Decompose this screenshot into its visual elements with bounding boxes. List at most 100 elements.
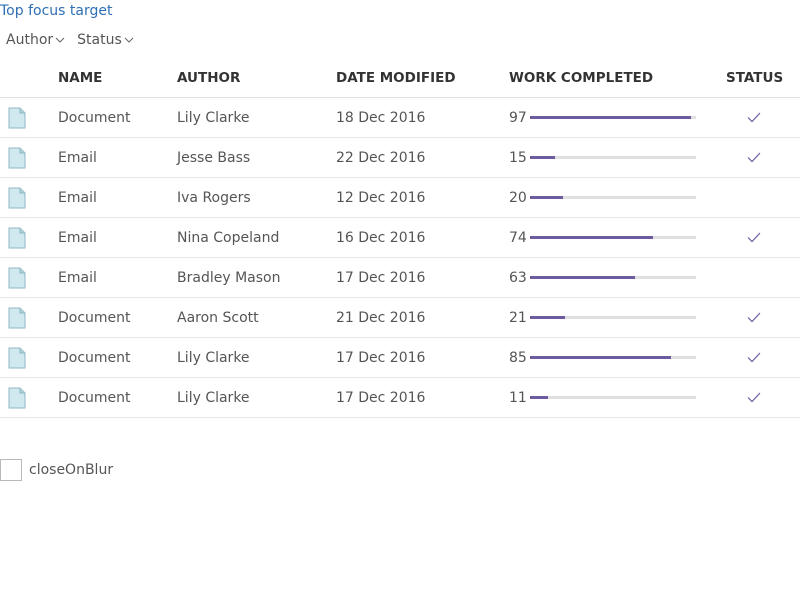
chevron-down-icon: [55, 37, 65, 43]
file-icon: [8, 227, 26, 248]
row-name: Document: [58, 297, 177, 338]
row-author: Lily Clarke: [177, 337, 336, 378]
row-name: Document: [58, 377, 177, 418]
file-icon: [8, 107, 26, 128]
work-completed: 74: [509, 230, 726, 246]
row-work-cell: 11: [509, 377, 726, 418]
row-author: Nina Copeland: [177, 217, 336, 258]
progress-track: [530, 156, 696, 159]
work-value: 11: [509, 389, 527, 406]
table-row[interactable]: Document Aaron Scott 21 Dec 2016 21: [0, 297, 800, 338]
work-completed: 20: [509, 190, 726, 206]
row-date: 18 Dec 2016: [336, 97, 509, 138]
check-icon: [747, 112, 761, 123]
row-icon-cell: [0, 297, 58, 338]
row-icon-cell: [0, 337, 58, 378]
work-completed: 15: [509, 150, 726, 166]
row-name: Email: [58, 177, 177, 218]
close-on-blur-checkbox[interactable]: [0, 459, 22, 481]
row-status: [726, 257, 800, 298]
check-icon: [747, 312, 761, 323]
progress-fill: [530, 396, 549, 399]
row-work-cell: 74: [509, 217, 726, 258]
row-author: Iva Rogers: [177, 177, 336, 218]
progress-fill: [530, 156, 555, 159]
header-author[interactable]: AUTHOR: [177, 58, 336, 98]
filter-bar: Author Status: [6, 32, 134, 48]
work-completed: 63: [509, 270, 726, 286]
progress-track: [530, 116, 696, 119]
table-row[interactable]: Document Lily Clarke 18 Dec 2016 97: [0, 97, 800, 138]
progress-fill: [530, 236, 653, 239]
work-completed: 97: [509, 110, 726, 126]
table-row[interactable]: Email Nina Copeland 16 Dec 2016 74: [0, 217, 800, 258]
row-work-cell: 20: [509, 177, 726, 218]
top-focus-link[interactable]: Top focus target: [0, 3, 113, 19]
filter-author-label: Author: [6, 32, 54, 48]
row-work-cell: 15: [509, 137, 726, 178]
row-icon-cell: [0, 137, 58, 178]
row-work-cell: 85: [509, 337, 726, 378]
filter-status-label: Status: [77, 32, 122, 48]
header-date[interactable]: DATE MODIFIED: [336, 58, 509, 98]
row-author: Lily Clarke: [177, 377, 336, 418]
table-row[interactable]: Email Bradley Mason 17 Dec 2016 63: [0, 257, 800, 298]
row-status: [726, 297, 800, 338]
table-row[interactable]: Document Lily Clarke 17 Dec 2016 85: [0, 337, 800, 378]
chevron-down-icon: [124, 37, 134, 43]
row-status: [726, 337, 800, 378]
row-icon-cell: [0, 97, 58, 138]
row-work-cell: 21: [509, 297, 726, 338]
row-author: Lily Clarke: [177, 97, 336, 138]
row-date: 12 Dec 2016: [336, 177, 509, 218]
row-date: 17 Dec 2016: [336, 257, 509, 298]
progress-track: [530, 316, 696, 319]
progress-track: [530, 276, 696, 279]
header-status[interactable]: STATUS: [726, 58, 800, 98]
header-icon: [0, 58, 58, 98]
progress-fill: [530, 196, 564, 199]
table-row[interactable]: Email Jesse Bass 22 Dec 2016 15: [0, 137, 800, 178]
filter-author[interactable]: Author: [6, 32, 65, 48]
progress-fill: [530, 356, 672, 359]
row-status: [726, 177, 800, 218]
row-work-cell: 97: [509, 97, 726, 138]
file-icon: [8, 267, 26, 288]
table-header-row: NAME AUTHOR DATE MODIFIED WORK COMPLETED…: [0, 58, 800, 98]
progress-track: [530, 196, 696, 199]
row-date: 17 Dec 2016: [336, 377, 509, 418]
check-icon: [747, 232, 761, 243]
table-row[interactable]: Email Iva Rogers 12 Dec 2016 20: [0, 177, 800, 218]
row-name: Document: [58, 337, 177, 378]
work-completed: 21: [509, 310, 726, 326]
row-author: Aaron Scott: [177, 297, 336, 338]
work-value: 20: [509, 189, 527, 206]
table-row[interactable]: Document Lily Clarke 17 Dec 2016 11: [0, 377, 800, 418]
progress-fill: [530, 316, 565, 319]
file-icon: [8, 147, 26, 168]
progress-fill: [530, 116, 692, 119]
row-icon-cell: [0, 177, 58, 218]
header-work[interactable]: WORK COMPLETED: [509, 58, 726, 98]
close-on-blur-label: closeOnBlur: [29, 462, 114, 478]
row-author: Jesse Bass: [177, 137, 336, 178]
row-name: Email: [58, 217, 177, 258]
work-completed: 11: [509, 390, 726, 406]
row-status: [726, 217, 800, 258]
row-status: [726, 137, 800, 178]
row-date: 22 Dec 2016: [336, 137, 509, 178]
documents-table: NAME AUTHOR DATE MODIFIED WORK COMPLETED…: [0, 58, 800, 418]
row-author: Bradley Mason: [177, 257, 336, 298]
header-name[interactable]: NAME: [58, 58, 177, 98]
row-name: Email: [58, 137, 177, 178]
row-icon-cell: [0, 377, 58, 418]
file-icon: [8, 307, 26, 328]
row-date: 17 Dec 2016: [336, 337, 509, 378]
row-name: Email: [58, 257, 177, 298]
row-date: 21 Dec 2016: [336, 297, 509, 338]
work-value: 15: [509, 149, 527, 166]
close-on-blur-option: closeOnBlur: [0, 459, 113, 481]
filter-status[interactable]: Status: [77, 32, 134, 48]
row-name: Document: [58, 97, 177, 138]
check-icon: [747, 392, 761, 403]
